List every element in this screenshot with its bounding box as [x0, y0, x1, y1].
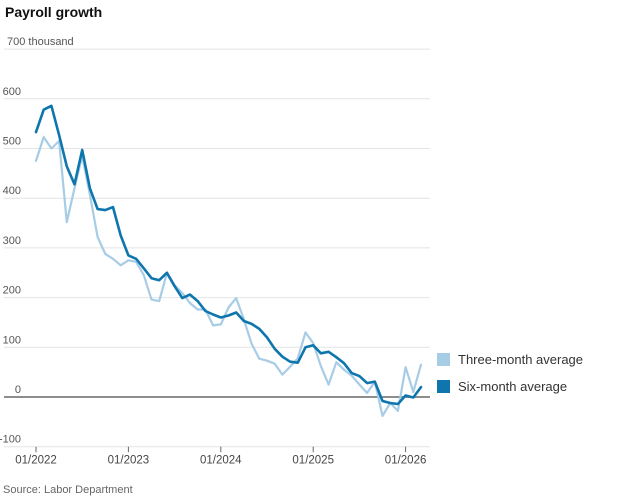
x-tick-label-01/2024: 01/2024 — [200, 455, 242, 467]
y-tick-label-200: 200 — [3, 285, 21, 297]
payroll-chart-plot: 700 thousand 600 500 400 300 200 100 0 -100 01/20… — [0, 36, 430, 467]
y-tick-label-700: 700 thousand — [7, 36, 74, 48]
three-month-average-swatch — [437, 353, 450, 366]
x-tick-label-01/2023: 01/2023 — [108, 455, 150, 467]
y-tick-label-400: 400 — [3, 185, 21, 197]
y-tick-label-300: 300 — [3, 235, 21, 247]
x-tick-label-01/2022: 01/2022 — [15, 455, 57, 467]
source-line: Source: Labor Department — [3, 484, 133, 496]
chart-title: Payroll growth — [5, 4, 103, 20]
series-line-three-month-average — [34, 136, 423, 417]
legend: Three-month average Six-month average — [437, 352, 583, 394]
six-month-average-swatch — [437, 380, 450, 393]
y-tick-label-100: 100 — [3, 334, 21, 346]
x-tick-label-01/2025: 01/2025 — [292, 455, 334, 467]
x-tick-label-01/2026: 01/2026 — [385, 455, 427, 467]
legend-item-three-month-average: Three-month average — [437, 352, 583, 367]
six-month-average-label: Six-month average — [458, 379, 568, 394]
series-line-six-month-average — [34, 104, 423, 406]
y-tick-label--100: -100 — [0, 434, 21, 446]
y-tick-label-500: 500 — [3, 136, 21, 148]
y-tick-label-600: 600 — [3, 86, 21, 98]
y-tick-label-0: 0 — [15, 384, 21, 396]
three-month-average-label: Three-month average — [458, 352, 584, 367]
legend-item-six-month-average: Six-month average — [437, 379, 583, 394]
